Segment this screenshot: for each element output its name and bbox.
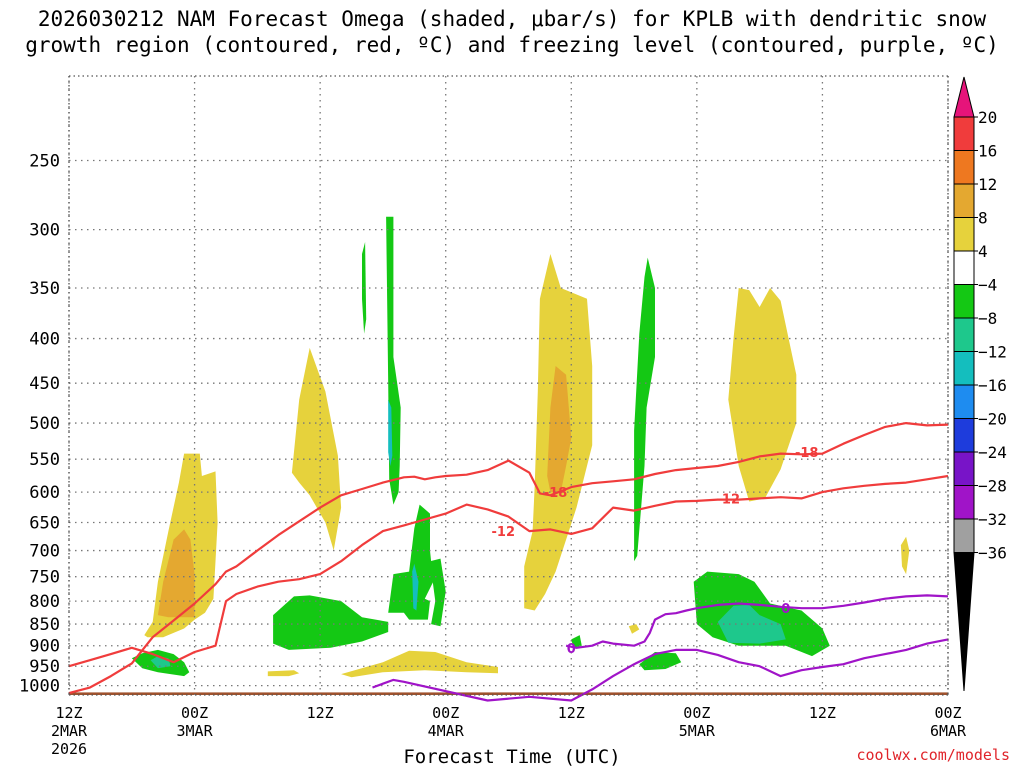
y-tick-label: 750 [29,568,60,588]
x-tick-label: 00Z [181,704,208,722]
y-tick-label: 850 [29,615,60,635]
x-tick-date: 5MAR [679,722,716,740]
x-tick-label: 12Z [307,704,334,722]
colorbar-segment [953,150,975,185]
colorbar-label: 16 [978,142,997,161]
y-tick-label: 350 [29,279,60,299]
y-tick-label: 800 [29,592,60,612]
omega-region-neg4 [639,652,682,671]
contour-line [68,474,949,668]
colorbar-segment [953,284,975,319]
y-tick-label: 250 [29,152,60,172]
x-tick-label: 00Z [432,704,459,722]
contour-line [565,594,949,649]
omega-region-pos8 [157,529,195,618]
contour-label: -18 [544,486,568,501]
omega-region-pos8 [547,366,572,493]
colorbar-segment [953,317,975,352]
colorbar-segment [953,183,975,218]
contour-label: 0 [567,642,576,657]
y-tick-label: 500 [29,414,60,434]
contour-label: -18 [795,446,819,461]
contour-line [372,638,949,702]
colorbar-label: −24 [978,443,1007,462]
y-tick-label: 900 [29,637,60,657]
colorbar-segment [953,485,975,520]
colorbar-label: −36 [978,544,1007,563]
contour-line [68,422,949,695]
omega-region-neg4 [571,635,582,648]
colorbar-segment [953,351,975,386]
colorbar-label: −12 [978,343,1007,362]
chart-title-line1: 2026030212 NAM Forecast Omega (shaded, μ… [37,7,987,31]
x-tick-label: 12Z [809,704,836,722]
colorbar-label: −20 [978,410,1007,429]
omega-region-neg4 [386,216,401,505]
colorbar-segment [953,418,975,453]
omega-region-neg8 [717,604,786,644]
omega-region-pos4 [628,624,640,634]
chart-title-line2: growth region (contoured, red, ºC) and f… [25,33,999,57]
watermark: coolwx.com/models [856,746,1010,764]
omega-region-neg12 [388,399,393,466]
colorbar-segment [953,518,975,553]
colorbar-segment [953,250,975,285]
omega-region-neg4 [430,558,446,627]
colorbar-label: −32 [978,510,1007,529]
colorbar-segment [953,217,975,252]
contour-label: 0 [781,602,790,617]
y-tick-label: 600 [29,483,60,503]
omega-region-neg12 [412,563,419,611]
colorbar-top-arrow [953,76,975,118]
omega-region-pos4 [728,288,797,502]
x-tick-label: 00Z [934,704,961,722]
x-tick-date: 3MAR [177,722,214,740]
y-tick-label: 950 [29,657,60,677]
omega-region-neg4 [693,571,830,657]
omega-region-pos4 [267,670,300,677]
y-tick-label: 400 [29,330,60,350]
omega-region-neg4 [273,595,389,650]
colorbar-label: 20 [978,108,997,127]
x-tick-date: 6MAR [930,722,967,740]
omega-region-pos4 [291,347,342,551]
colorbar-segment [953,451,975,486]
colorbar-label: −4 [978,276,997,295]
x-axis-title: Forecast Time (UTC) [403,746,621,768]
colorbar-label: −8 [978,309,997,328]
y-tick-label: 550 [29,450,60,470]
y-tick-label: 450 [29,374,60,394]
omega-region-pos4 [900,536,910,575]
x-tick-date: 2MAR [51,722,88,740]
terrain-fill [69,692,948,695]
y-tick-label: 650 [29,513,60,533]
colorbar-bottom-arrow [953,552,975,692]
colorbar-label: −28 [978,477,1007,496]
y-tick-label: 1000 [19,677,60,697]
omega-region-neg4 [634,257,655,562]
omega-region-pos4 [341,650,498,678]
colorbar-label: 4 [978,242,988,261]
colorbar-segment [953,384,975,419]
colorbar-label: 8 [978,209,988,228]
x-tick-label: 12Z [558,704,585,722]
y-tick-label: 300 [29,221,60,241]
contour-label: -12 [717,492,741,507]
x-tick-year: 2026 [51,740,87,758]
y-tick-label: 700 [29,542,60,562]
omega-region-neg4 [388,504,434,620]
colorbar-segment [953,116,975,151]
contour-label: -12 [492,525,516,540]
x-tick-label: 12Z [55,704,82,722]
colorbar-label: 12 [978,175,997,194]
x-tick-date: 4MAR [428,722,465,740]
x-tick-label: 00Z [683,704,710,722]
colorbar-label: −16 [978,376,1007,395]
